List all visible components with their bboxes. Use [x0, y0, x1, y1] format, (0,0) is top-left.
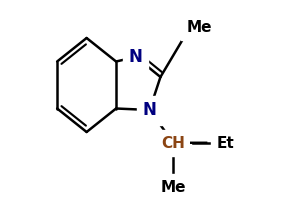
Text: CH: CH — [162, 135, 185, 150]
Text: —: — — [189, 134, 208, 152]
Text: N: N — [143, 101, 157, 119]
Text: Et: Et — [217, 135, 235, 150]
Text: N: N — [129, 48, 143, 66]
Text: Me: Me — [187, 20, 212, 35]
Text: Me: Me — [161, 180, 186, 195]
